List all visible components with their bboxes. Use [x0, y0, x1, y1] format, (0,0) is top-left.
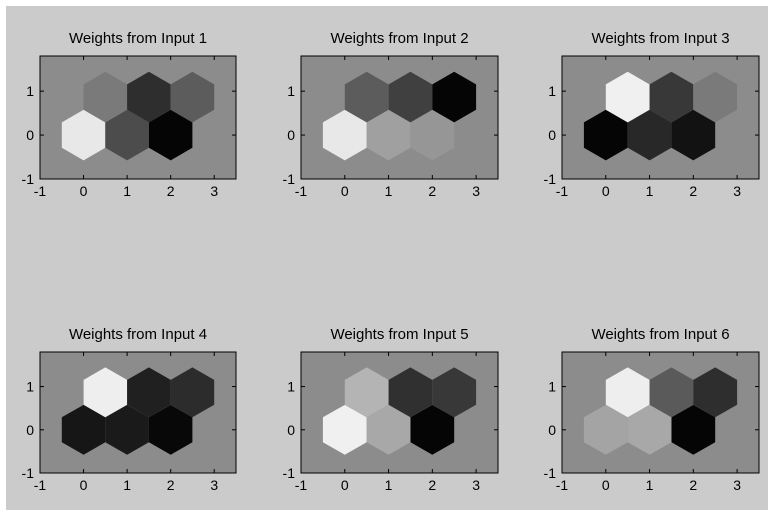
x-tick-label: -1	[34, 183, 47, 199]
x-tick-label: 1	[123, 183, 131, 199]
hex-cell-1	[61, 404, 106, 455]
y-tick-label: 1	[548, 379, 556, 395]
x-tick-label: 1	[123, 477, 131, 493]
y-tick-label: 1	[287, 83, 295, 99]
x-tick-label: 3	[210, 477, 218, 493]
x-tick-label: 2	[428, 477, 436, 493]
y-tick-label: 0	[287, 422, 295, 438]
hex-cell-5	[127, 71, 171, 123]
hex-cell-4	[83, 71, 128, 123]
hex-cell-3	[410, 109, 455, 161]
figure-window: Weights from Input 1 -1 0 1 2 3 -1 0 1 Weights fr…	[6, 6, 768, 510]
x-tick-label: 2	[428, 183, 436, 199]
x-tick-label: 3	[472, 183, 480, 199]
hex-cell-1	[61, 109, 106, 161]
hex-cell-3	[671, 404, 716, 455]
y-tick-label: 0	[548, 422, 556, 438]
y-tick-label: 1	[26, 379, 34, 395]
hex-cell-1	[583, 109, 628, 161]
hex-cell-2	[105, 109, 149, 161]
hex-cell-3	[410, 404, 455, 455]
y-tick-label: -1	[283, 171, 296, 187]
subplot-4: Weights from Input 4 -1 0 1 2 3 -1 0 1	[22, 326, 237, 493]
y-tick-label: -1	[22, 171, 35, 187]
x-tick-label: 0	[602, 477, 610, 493]
x-tick-label: 0	[341, 183, 349, 199]
hex-cell-3	[148, 109, 193, 161]
y-tick-label: -1	[544, 171, 557, 187]
hex-cell-1	[322, 404, 367, 455]
hex-cell-6	[693, 367, 738, 418]
subplot-title: Weights from Input 4	[69, 326, 207, 343]
subplot-title: Weights from Input 2	[330, 30, 468, 47]
hex-cell-5	[127, 367, 171, 418]
y-tick-label: 0	[287, 127, 295, 143]
hex-cell-5	[388, 367, 433, 418]
y-tick-label: 0	[26, 127, 34, 143]
subplot-2: Weights from Input 2 -1 0 1 2 3 -1 0 1	[283, 30, 499, 199]
x-tick-label: 2	[689, 183, 697, 199]
hex-cell-1	[583, 404, 628, 455]
x-tick-label: 1	[646, 477, 654, 493]
hex-cell-2	[366, 109, 411, 161]
hex-cell-5	[388, 71, 433, 123]
x-tick-label: 0	[341, 477, 349, 493]
x-tick-label: 2	[689, 477, 697, 493]
subplot-3: Weights from Input 3 -1 0 1 2 3 -1 0 1	[544, 30, 760, 199]
hex-cell-2	[105, 404, 149, 455]
x-tick-label: 3	[210, 183, 218, 199]
hex-cell-3	[148, 404, 193, 455]
x-tick-label: 1	[385, 183, 393, 199]
y-tick-label: -1	[544, 465, 557, 481]
y-tick-label: 0	[26, 422, 34, 438]
x-tick-label: 0	[602, 183, 610, 199]
x-tick-label: 1	[385, 477, 393, 493]
y-tick-label: 1	[287, 379, 295, 395]
x-tick-label: 3	[733, 183, 741, 199]
hex-cell-5	[649, 367, 694, 418]
subplot-title: Weights from Input 5	[330, 326, 468, 343]
hex-cell-6	[432, 71, 477, 123]
subplot-title: Weights from Input 3	[591, 30, 729, 47]
hex-cell-4	[344, 367, 389, 418]
subplot-title: Weights from Input 1	[69, 30, 207, 47]
hex-cell-2	[627, 404, 672, 455]
hex-cell-6	[693, 71, 738, 123]
subplot-5: Weights from Input 5 -1 0 1 2 3 -1 0 1	[283, 326, 499, 493]
x-tick-label: 1	[646, 183, 654, 199]
hex-cell-5	[649, 71, 694, 123]
subplot-1: Weights from Input 1 -1 0 1 2 3 -1 0 1	[22, 30, 237, 199]
x-tick-label: 3	[472, 477, 480, 493]
hex-cell-6	[432, 367, 477, 418]
x-tick-label: -1	[34, 477, 47, 493]
hex-cell-4	[344, 71, 389, 123]
hex-cell-6	[170, 71, 215, 123]
x-tick-label: 3	[733, 477, 741, 493]
hex-cell-2	[627, 109, 672, 161]
x-tick-label: -1	[295, 477, 308, 493]
x-tick-label: 2	[167, 477, 175, 493]
x-tick-label: 0	[80, 477, 88, 493]
y-tick-label: 1	[548, 83, 556, 99]
hex-cell-6	[170, 367, 215, 418]
y-tick-label: 0	[548, 127, 556, 143]
hex-cell-3	[671, 109, 716, 161]
x-tick-label: -1	[295, 183, 308, 199]
hex-cell-4	[605, 367, 650, 418]
x-tick-label: 0	[80, 183, 88, 199]
y-tick-label: 1	[26, 83, 34, 99]
hex-cell-2	[366, 404, 411, 455]
subplot-title: Weights from Input 6	[591, 326, 729, 343]
y-tick-label: -1	[283, 465, 296, 481]
subplot-6: Weights from Input 6 -1 0 1 2 3 -1 0 1	[544, 326, 760, 493]
y-tick-label: -1	[22, 465, 35, 481]
x-tick-label: 2	[167, 183, 175, 199]
x-tick-label: -1	[556, 183, 569, 199]
hex-cell-1	[322, 109, 367, 161]
x-tick-label: -1	[556, 477, 569, 493]
hex-cell-4	[83, 367, 128, 418]
hex-cell-4	[605, 71, 650, 123]
